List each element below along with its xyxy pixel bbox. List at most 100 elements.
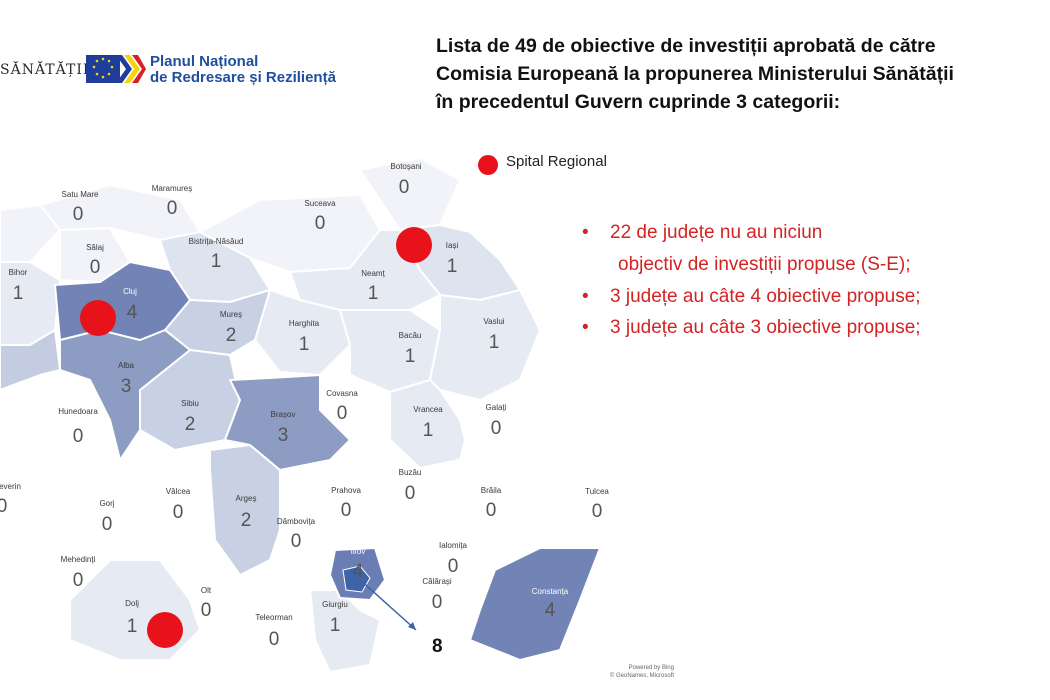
regional-hospital-marker-dolj [147, 612, 183, 648]
county-name-prahova: Prahova [331, 486, 361, 495]
bucharest-arrow [357, 577, 417, 631]
county-value-gorj: 0 [102, 514, 113, 535]
county-name-alba: Alba [118, 361, 135, 370]
county-value-salaj: 0 [90, 257, 101, 278]
county-labels: Satu Mare 0 Maramureș 0 Botoșani 0 Sucea… [0, 162, 609, 650]
county-value-constanta: 4 [545, 600, 556, 621]
credit-line1: Powered by Bing [628, 665, 674, 671]
county-value-cluj: 4 [127, 302, 138, 323]
county-value-dambovita: 0 [291, 531, 302, 552]
eu-flag-icon [86, 52, 146, 91]
county-name-bistrita: Bistrița-Năsăud [189, 237, 244, 246]
title-line1: Lista de 49 de obiective de investiții a… [436, 35, 936, 57]
county-name-valcea: Vâlcea [166, 487, 191, 496]
bullet-item-1: • 22 de județe nu au niciun [582, 222, 823, 243]
county-value-bihor: 1 [13, 283, 24, 304]
title-line3: în precedentul Guvern cuprinde 3 categor… [436, 91, 841, 113]
county-name-calarasi: Călărași [422, 577, 452, 586]
county-name-mehedinti: Mehedinți [61, 555, 96, 564]
county-area-teleorman [199, 574, 316, 661]
county-name-ialomita: Ialomița [439, 541, 468, 550]
regional-hospital-marker-icon [478, 155, 498, 175]
county-area-satu-mare [0, 204, 61, 263]
county-area-brasov [224, 374, 351, 471]
county-area-galati [439, 379, 531, 461]
county-value-calarasi: 0 [432, 592, 443, 613]
county-area-vaslui [429, 289, 541, 401]
county-value-ialomita: 0 [448, 556, 459, 577]
county-value-ilfov: 4 [353, 561, 364, 582]
county-name-suceava: Suceava [304, 199, 336, 208]
county-name-hunedoara: Hunedoara [58, 407, 98, 416]
county-value-iasi: 1 [447, 256, 458, 277]
county-value-braila: 0 [486, 500, 497, 521]
county-name-covasna: Covasna [326, 389, 358, 398]
county-name-galati: Galați [486, 403, 507, 412]
county-name-braila: Brăila [481, 486, 502, 495]
county-name-brasov: Brașov [271, 410, 296, 419]
county-value-teleorman: 0 [269, 629, 280, 650]
legend-label: Spital Regional [506, 153, 607, 170]
county-name-olt: Olt [201, 586, 212, 595]
county-value-botosani: 0 [399, 177, 410, 198]
county-value-maramures: 0 [167, 198, 178, 219]
county-value-alba: 3 [121, 376, 132, 397]
county-name-vrancea: Vrancea [413, 405, 443, 414]
county-value-tulcea: 0 [592, 501, 603, 522]
county-area-mehedinti [14, 539, 111, 601]
county-value-vrancea: 1 [423, 420, 434, 441]
regional-hospital-marker-iasi [396, 227, 432, 263]
county-value-prahova: 0 [341, 500, 352, 521]
county-area-harghita [254, 289, 351, 376]
arrow-head-icon [408, 622, 416, 630]
county-name-neamt: Neamț [361, 269, 385, 278]
bullet-item-1-continued: objectiv de investiții propuse (S-E); [618, 254, 911, 275]
county-value-severin: 0 [0, 496, 7, 517]
program-logo-text: Planul Național de Redresare și Rezilien… [150, 54, 336, 86]
county-name-ilfov: Ilfov [351, 547, 366, 556]
county-area-tulcea [499, 449, 641, 549]
county-value-galati: 0 [491, 418, 502, 439]
county-name-teleorman: Teleorman [255, 613, 292, 622]
county-value-satu-mare: 0 [73, 204, 84, 225]
program-line2: de Redresare și Reziliență [150, 69, 336, 86]
county-area-calarasi [359, 559, 496, 621]
county-value-bistrita: 1 [211, 251, 222, 272]
county-value-arges: 2 [241, 510, 252, 531]
county-value-dolj: 1 [127, 616, 138, 637]
ministry-logo-text: SĂNĂTĂȚII [0, 62, 90, 78]
county-name-mures: Mureș [220, 310, 242, 319]
county-value-bacau: 1 [405, 346, 416, 367]
county-value-harghita: 1 [299, 334, 310, 355]
county-name-dolj: Dolj [125, 599, 139, 608]
county-name-satu-mare: Satu Mare [62, 190, 99, 199]
program-line1: Planul Național [150, 53, 259, 70]
county-name-arges: Argeș [236, 494, 257, 503]
county-name-dambovita: Dâmbovița [277, 517, 316, 526]
county-value-hunedoara: 0 [73, 426, 84, 447]
county-value-giurgiu: 1 [330, 615, 341, 636]
county-name-bihor: Bihor [9, 268, 28, 277]
county-name-giurgiu: Giurgiu [322, 600, 348, 609]
county-value-vaslui: 1 [489, 332, 500, 353]
county-value-covasna: 0 [337, 403, 348, 424]
bucharest-value: 8 [432, 636, 443, 657]
county-name-gorj: Gorj [99, 499, 114, 508]
county-value-mehedinti: 0 [73, 570, 84, 591]
county-name-harghita: Harghita [289, 319, 320, 328]
title-line2: Comisia Europeană la propunerea Minister… [436, 63, 954, 85]
county-name-maramures: Maramureș [152, 184, 192, 193]
county-value-sibiu: 2 [185, 414, 196, 435]
county-name-tulcea: Tulcea [585, 487, 609, 496]
page-title: Lista de 49 de obiective de investiții a… [436, 32, 1046, 116]
county-value-buzau: 0 [405, 483, 416, 504]
county-name-vaslui: Vaslui [483, 317, 504, 326]
county-name-constanta: Constanța [532, 587, 569, 596]
county-name-cluj: Cluj [123, 287, 137, 296]
county-value-neamt: 1 [368, 283, 379, 304]
county-value-olt: 0 [201, 600, 212, 621]
regional-hospital-marker-cluj [80, 300, 116, 336]
map-credit: Powered by Bing © GeoNames, Microsoft [600, 664, 674, 680]
county-name-botosani: Botoșani [390, 162, 421, 171]
